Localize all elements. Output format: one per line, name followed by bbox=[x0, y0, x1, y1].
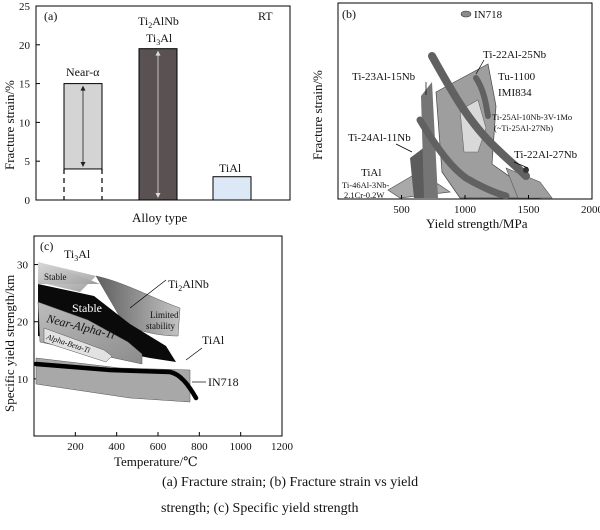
label-stable-ti3al: Stable bbox=[44, 272, 67, 282]
chart-c-xtick-label: 600 bbox=[150, 441, 167, 453]
bar-arrow-head-top bbox=[80, 85, 86, 91]
band-ti25al bbox=[416, 116, 510, 199]
chart-a-bars bbox=[63, 48, 252, 201]
chart-b: 500 1000 1500 2000 (b) IN718 Ti-22Al-25Nb T… bbox=[310, 2, 600, 231]
region-alpha-beta-ti bbox=[43, 327, 113, 363]
chart-c-letter: (c) bbox=[40, 239, 53, 253]
label-ti22al27nb: Ti-22Al-27Nb bbox=[514, 149, 578, 161]
chart-b-xtick-label: 2000 bbox=[581, 204, 600, 216]
point-ti22al27nb bbox=[523, 167, 529, 173]
label-ti46al-line2: 2.1Cr-0.2W bbox=[344, 190, 384, 200]
label-imi834: IMI834 bbox=[498, 87, 532, 99]
label-ti2alnb-c: Ti2AlNb bbox=[168, 277, 209, 293]
chart-b-ylabel: Fracture strain/% bbox=[310, 70, 325, 160]
bar-label-near-alpha: Near-α bbox=[66, 65, 100, 79]
caption-line-1: (a) Fracture strain; (b) Fracture strain… bbox=[162, 475, 419, 490]
label-in718-c: IN718 bbox=[208, 375, 239, 389]
chart-a-letter: (a) bbox=[44, 9, 57, 23]
chart-a-yticks: 0 5 10 15 20 25 bbox=[19, 1, 40, 207]
chart-c-ytick-label: 10 bbox=[17, 374, 29, 386]
label-tial-c: TiAl bbox=[202, 333, 225, 347]
chart-c-yticks: 10 20 30 bbox=[17, 260, 38, 386]
chart-c-xtick-label: 1000 bbox=[230, 441, 253, 453]
region-ti3al-upper bbox=[38, 262, 96, 292]
label-ti22al25nb: Ti-22Al-25Nb bbox=[483, 49, 547, 61]
chart-a-ytick-label: 10 bbox=[19, 117, 31, 129]
bar-2 bbox=[212, 176, 252, 201]
bar-arrow-head-bottom bbox=[80, 161, 86, 167]
label-ti23al15nb: Ti-23Al-15Nb bbox=[352, 71, 416, 83]
chart-c: 200 400 600 800 1000 1200 10 20 30 (c) Ti3Al St… bbox=[2, 235, 294, 469]
chart-b-letter: (b) bbox=[342, 7, 356, 21]
bar-label-ti3al: Ti3Al bbox=[146, 31, 173, 47]
chart-b-leaders bbox=[395, 59, 529, 169]
chart-b-xticks: 500 1000 1500 2000 bbox=[393, 195, 600, 216]
bar-arrow-head-top bbox=[155, 50, 161, 56]
caption-line-2: strength; (c) Specific yield strength bbox=[161, 501, 359, 516]
chart-a-ytick-label: 20 bbox=[19, 40, 31, 52]
bar-arrow-head-bottom bbox=[155, 193, 161, 198]
chart-a: 0 5 10 15 20 25 (a) RT Near-α Ti2AlNb Ti3Al T… bbox=[2, 1, 291, 225]
label-ti25al-line1: Ti-25Al-10Nb-3V-1Mo bbox=[492, 112, 572, 122]
point-in718 bbox=[460, 10, 472, 18]
band-tu1100 bbox=[473, 75, 491, 119]
chart-c-xtick-label: 200 bbox=[67, 441, 84, 453]
chart-c-xticks: 200 400 600 800 1000 1200 bbox=[67, 432, 294, 453]
label-in718: IN718 bbox=[474, 9, 503, 21]
chart-a-ytick-label: 5 bbox=[25, 156, 31, 168]
chart-c-xtick-label: 1200 bbox=[271, 441, 294, 453]
chart-c-leaders bbox=[129, 279, 206, 383]
chart-c-xtick-label: 400 bbox=[108, 441, 125, 453]
label-tu1100: Tu-1100 bbox=[498, 71, 536, 83]
label-stable-ti2alnb: Stable bbox=[72, 301, 102, 315]
chart-a-xlabel: Alloy type bbox=[132, 210, 187, 225]
label-ti46al-line1: Ti-46Al-3Nb- bbox=[342, 180, 390, 190]
figure-caption: (a) Fracture strain; (b) Fracture strain… bbox=[161, 470, 492, 522]
chart-b-xtick-label: 500 bbox=[393, 204, 410, 216]
label-limited: Limited bbox=[150, 310, 179, 320]
chart-a-ytick-label: 15 bbox=[19, 79, 31, 91]
chart-c-ytick-label: 30 bbox=[17, 260, 29, 272]
label-tial-b: TiAl bbox=[361, 167, 381, 179]
chart-a-condition: RT bbox=[258, 9, 273, 23]
label-ti3al-c: Ti3Al bbox=[64, 247, 91, 263]
label-ti25al-line2: (~Ti-25Al-27Nb) bbox=[494, 123, 553, 133]
chart-a-ylabel: Fracture strain/% bbox=[2, 80, 17, 170]
bar-label-tial: TiAl bbox=[219, 161, 242, 175]
chart-c-ytick-label: 20 bbox=[17, 317, 29, 329]
chart-c-ylabel: Specific yield strength/km bbox=[2, 275, 17, 412]
label-stability: stability bbox=[146, 321, 175, 331]
label-ti24al11nb: Ti-24Al-11Nb bbox=[348, 132, 411, 144]
chart-b-xtick-label: 1500 bbox=[518, 204, 541, 216]
chart-c-xtick-label: 800 bbox=[191, 441, 208, 453]
chart-a-ytick-label: 25 bbox=[19, 1, 31, 13]
chart-b-xtick-label: 1000 bbox=[454, 204, 477, 216]
chart-c-xlabel: Temperature/℃ bbox=[114, 454, 198, 469]
band-ti22al27nb bbox=[428, 52, 530, 180]
line-in718 bbox=[33, 361, 199, 401]
region-near-alpha-ti bbox=[37, 301, 143, 365]
chart-a-ytick-label: 0 bbox=[25, 195, 31, 207]
chart-b-xlabel: Yield strength/MPa bbox=[426, 216, 528, 231]
bar-label-ti2alnb: Ti2AlNb bbox=[138, 14, 179, 30]
